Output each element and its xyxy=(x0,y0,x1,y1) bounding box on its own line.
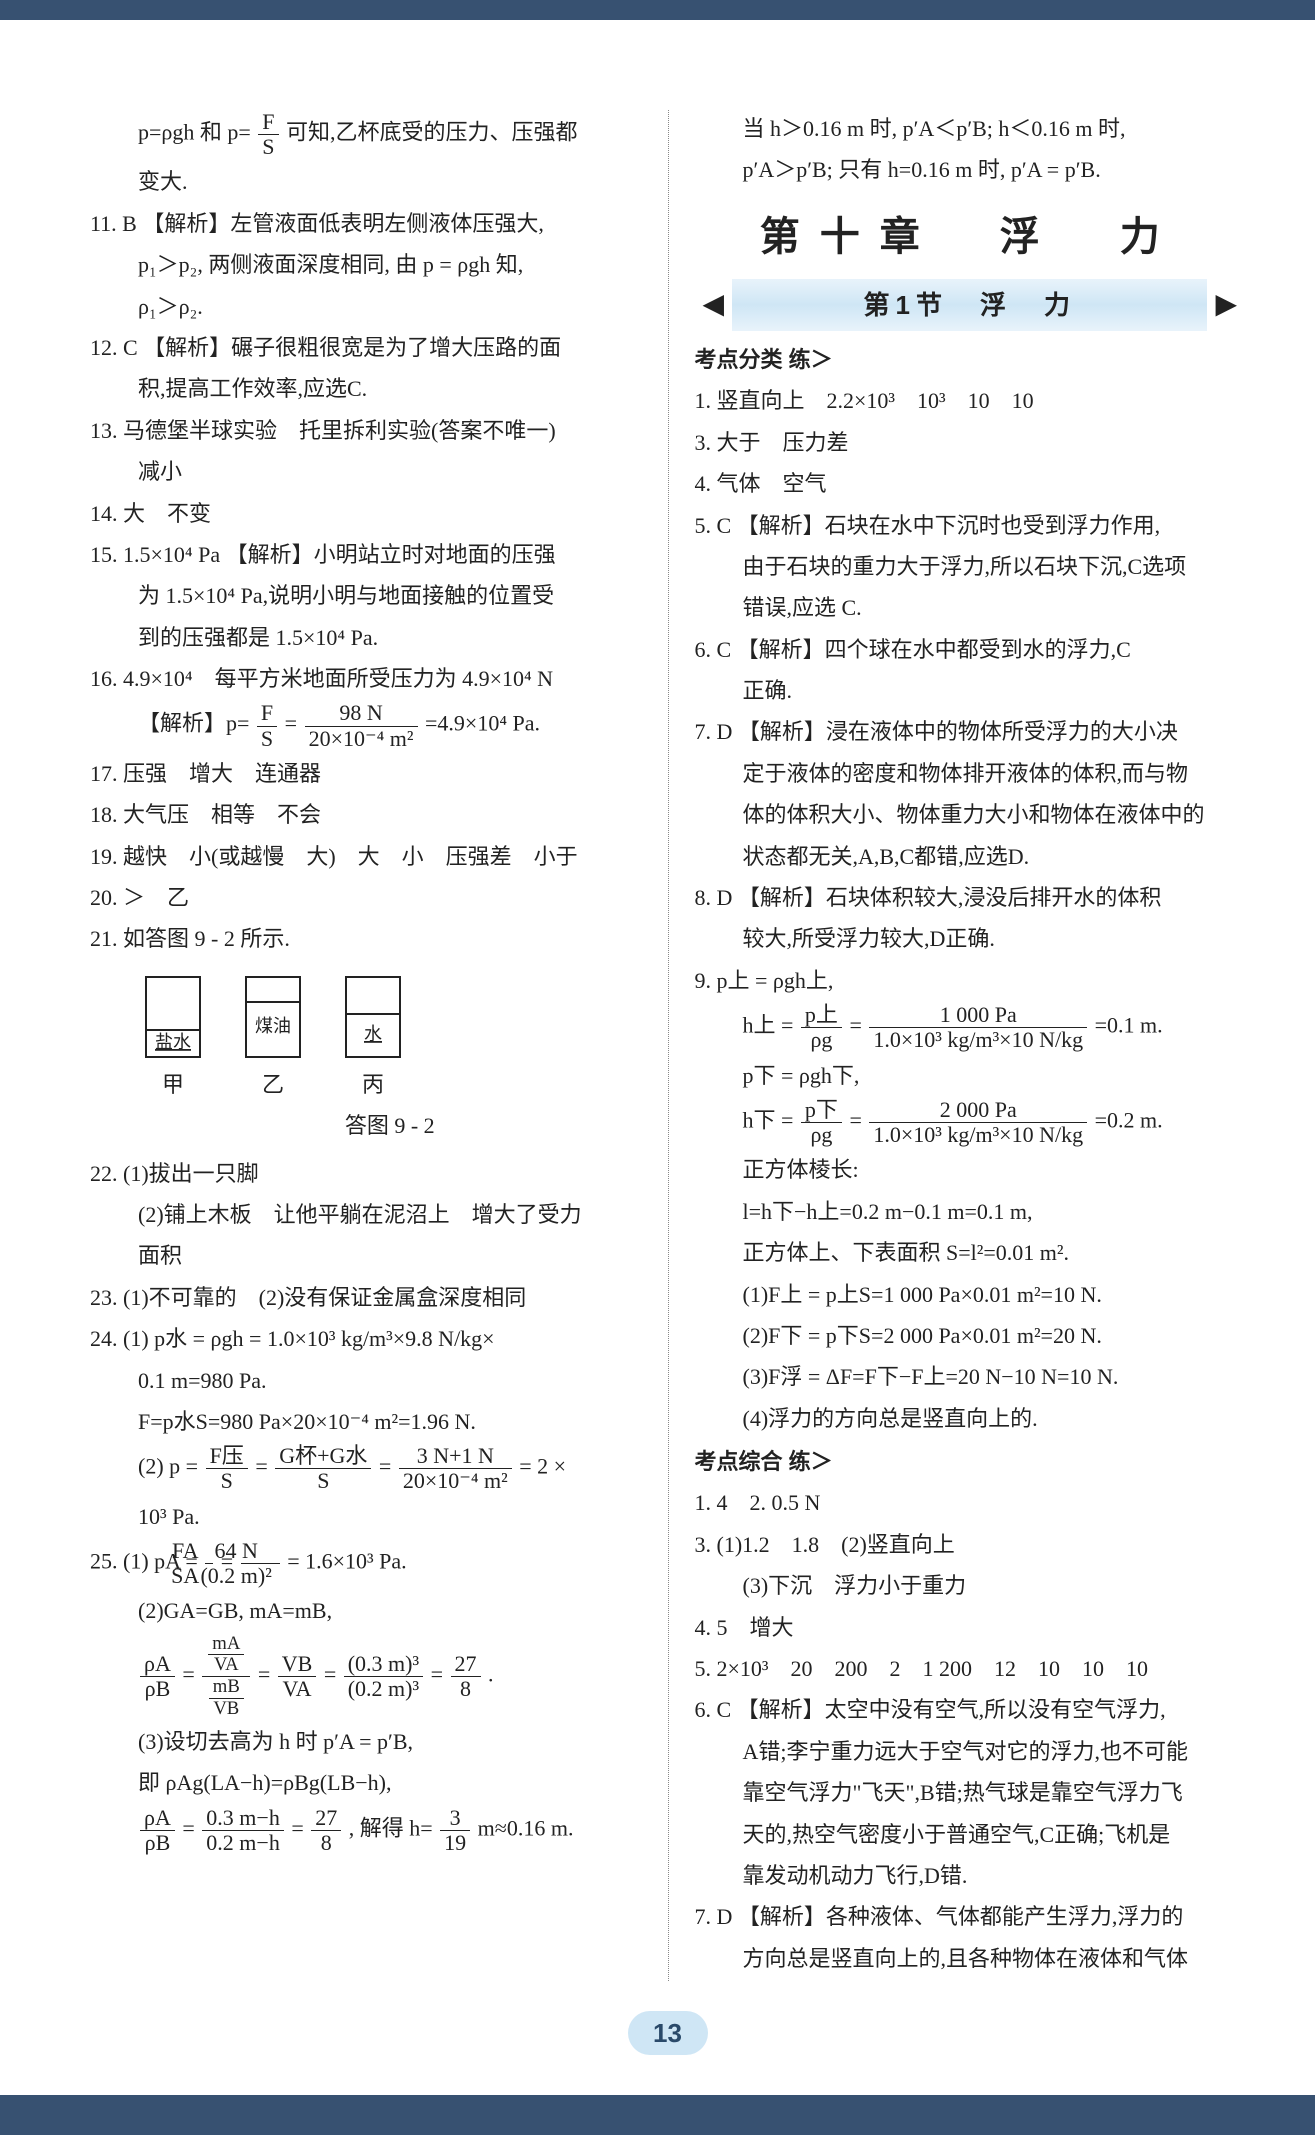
beaker-label: 水 xyxy=(364,1024,382,1044)
text-line: (3)下沉 浮力小于重力 xyxy=(695,1567,1246,1604)
text-line: 到的压强都是 1.5×10⁴ Pa. xyxy=(90,619,642,656)
text-line: p=ρgh 和 p= FS 可知,乙杯底受的压力、压强都 xyxy=(90,110,642,159)
text-line: 减小 xyxy=(90,453,642,490)
answer-item-c4: 4. 5 增大 xyxy=(695,1609,1246,1646)
text-line: (2)铺上木板 让他平躺在泥沼上 增大了受力 xyxy=(90,1196,642,1233)
answer-item-24: 24. (1) p水 = ρgh = 1.0×10³ kg/m³×9.8 N/k… xyxy=(90,1320,642,1357)
formula-line: ρAρB = mAVA mBVB = VBVA = (0.3 m)³(0.2 m… xyxy=(90,1634,642,1719)
text-line: 即 ρAg(LA−h)=ρBg(LB−h), xyxy=(90,1764,642,1801)
beaker-kerosene: 煤油 乙 xyxy=(238,972,308,1103)
triangle-left-icon: ◀ xyxy=(695,281,733,329)
formula-line: (2) p = F压S = G杯+G水S = 3 N+1 N20×10⁻⁴ m²… xyxy=(90,1444,642,1493)
text-line: 变大. xyxy=(90,163,642,200)
figure-caption: 答图 9 - 2 xyxy=(90,1107,642,1144)
answer-item-25: 25. (1) pA = FASA = 64 N(0.2 m)² = 1.6×1… xyxy=(90,1539,642,1588)
answer-item-7: 7. D 【解析】浸在液体中的物体所受浮力的大小决 xyxy=(695,713,1246,750)
answer-item-c6: 6. C 【解析】太空中没有空气,所以没有空气浮力, xyxy=(695,1691,1246,1728)
text-line: 正方体棱长: xyxy=(695,1151,1246,1188)
text-line: p₁＞p₂, 两侧液面深度相同, 由 p = ρgh 知, xyxy=(90,246,642,283)
answer-item-8: 8. D 【解析】石块体积较大,浸没后排开水的体积 xyxy=(695,879,1246,916)
answer-item-14: 14. 大 不变 xyxy=(90,495,642,532)
answer-item-3: 3. 大于 压力差 xyxy=(695,424,1246,461)
answer-item-c3: 3. (1)1.2 1.8 (2)竖直向上 xyxy=(695,1526,1246,1563)
text-line: 为 1.5×10⁴ Pa,说明小明与地面接触的位置受 xyxy=(90,577,642,614)
text-line: ρ₁＞ρ₂. xyxy=(90,288,642,325)
beaker-water: 水 丙 xyxy=(338,972,408,1103)
text-line: 方向总是竖直向上的,且各种物体在液体和气体 xyxy=(695,1940,1246,1977)
answer-item-4: 4. 气体 空气 xyxy=(695,465,1246,502)
answer-item-c7: 7. D 【解析】各种液体、气体都能产生浮力,浮力的 xyxy=(695,1898,1246,1935)
text-line: 靠发动机动力飞行,D错. xyxy=(695,1857,1246,1894)
left-column: p=ρgh 和 p= FS 可知,乙杯底受的压力、压强都 变大. 11. B 【… xyxy=(90,110,668,1981)
two-column-layout: p=ρgh 和 p= FS 可知,乙杯底受的压力、压强都 变大. 11. B 【… xyxy=(90,110,1245,1981)
text-line: 10³ Pa. xyxy=(90,1498,642,1535)
answer-item-11: 11. B 【解析】左管液面低表明左侧液体压强大, xyxy=(90,205,642,242)
text-line: (3)F浮 = ΔF=F下−F上=20 N−10 N=10 N. xyxy=(695,1358,1246,1395)
text-line: p′A＞p′B; 只有 h=0.16 m 时, p′A = p′B. xyxy=(695,151,1246,188)
section-title: 第1节 浮 力 xyxy=(732,279,1207,331)
page-number: 13 xyxy=(628,2011,708,2055)
text-line: A错;李宁重力远大于空气对它的浮力,也不可能 xyxy=(695,1733,1246,1770)
text-line: (4)浮力的方向总是竖直向上的. xyxy=(695,1400,1246,1437)
text-line: (2)GA=GB, mA=mB, xyxy=(90,1592,642,1629)
answer-item-15: 15. 1.5×10⁴ Pa 【解析】小明站立时对地面的压强 xyxy=(90,536,642,573)
text-line: 定于液体的密度和物体排开液体的体积,而与物 xyxy=(695,755,1246,792)
section-header: ◀ 第1节 浮 力 ▶ xyxy=(695,279,1246,331)
text-line: l=h下−h上=0.2 m−0.1 m=0.1 m, xyxy=(695,1193,1246,1230)
answer-item-22: 22. (1)拔出一只脚 xyxy=(90,1155,642,1192)
text-line: 积,提高工作效率,应选C. xyxy=(90,370,642,407)
answer-item-12: 12. C 【解析】碾子很粗很宽是为了增大压路的面 xyxy=(90,329,642,366)
chapter-title: 第十章 浮 力 xyxy=(695,203,1246,271)
triangle-right-icon: ▶ xyxy=(1207,281,1245,329)
answer-item-9: 9. p上 = ρgh上, xyxy=(695,962,1246,999)
text-line: 天的,热空气密度小于普通空气,C正确;飞机是 xyxy=(695,1816,1246,1853)
text-line: 较大,所受浮力较大,D正确. xyxy=(695,920,1246,957)
beaker-label: 盐水 xyxy=(155,1032,191,1052)
sub-heading: 考点分类 练＞ xyxy=(695,341,1246,378)
text-line: 正确. xyxy=(695,672,1246,709)
answer-item-1: 1. 竖直向上 2.2×10³ 10³ 10 10 xyxy=(695,382,1246,419)
answer-item-c5: 5. 2×10³ 20 200 2 1 200 12 10 10 10 xyxy=(695,1650,1246,1687)
text-line: (2)F下 = p下S=2 000 Pa×0.01 m²=20 N. xyxy=(695,1317,1246,1354)
page: p=ρgh 和 p= FS 可知,乙杯底受的压力、压强都 变大. 11. B 【… xyxy=(0,20,1315,2095)
answer-item-13: 13. 马德堡半球实验 托里拆利实验(答案不唯一) xyxy=(90,412,642,449)
answer-item-18: 18. 大气压 相等 不会 xyxy=(90,796,642,833)
answer-item-17: 17. 压强 增大 连通器 xyxy=(90,755,642,792)
formula-line: 【解析】p= FS = 98 N20×10⁻⁴ m² =4.9×10⁴ Pa. xyxy=(90,701,642,750)
answer-item-23: 23. (1)不可靠的 (2)没有保证金属盒深度相同 xyxy=(90,1279,642,1316)
right-column: 当 h＞0.16 m 时, p′A＜p′B; h＜0.16 m 时, p′A＞p… xyxy=(668,110,1246,1981)
answer-item-16: 16. 4.9×10⁴ 每平方米地面所受压力为 4.9×10⁴ N xyxy=(90,660,642,697)
text-line: 由于石块的重力大于浮力,所以石块下沉,C选项 xyxy=(695,548,1246,585)
formula-line: h下 = p下ρg = 2 000 Pa1.0×10³ kg/m³×10 N/k… xyxy=(695,1098,1246,1147)
text-line: 面积 xyxy=(90,1237,642,1274)
text-line: F=p水S=980 Pa×20×10⁻⁴ m²=1.96 N. xyxy=(90,1403,642,1440)
text-line: (1)F上 = p上S=1 000 Pa×0.01 m²=10 N. xyxy=(695,1276,1246,1313)
text-line: 错误,应选 C. xyxy=(695,589,1246,626)
answer-item-19: 19. 越快 小(或越慢 大) 大 小 压强差 小于 xyxy=(90,838,642,875)
text-line: 体的体积大小、物体重力大小和物体在液体中的 xyxy=(695,796,1246,833)
answer-item-6: 6. C 【解析】四个球在水中都受到水的浮力,C xyxy=(695,631,1246,668)
answer-item-21: 21. 如答图 9 - 2 所示. xyxy=(90,920,642,957)
answer-item-20: 20. ＞ 乙 xyxy=(90,879,642,916)
beaker-salt-water: 盐水 甲 xyxy=(138,972,208,1103)
beaker-label: 煤油 xyxy=(255,1016,291,1036)
text-line: 当 h＞0.16 m 时, p′A＜p′B; h＜0.16 m 时, xyxy=(695,110,1246,147)
formula-line: h上 = p上ρg = 1 000 Pa1.0×10³ kg/m³×10 N/k… xyxy=(695,1003,1246,1052)
text-line: 0.1 m=980 Pa. xyxy=(90,1362,642,1399)
text-line: 靠空气浮力"飞天",B错;热气球是靠空气浮力飞 xyxy=(695,1774,1246,1811)
text-line: 正方体上、下表面积 S=l²=0.01 m². xyxy=(695,1234,1246,1271)
answer-item-c1: 1. 4 2. 0.5 N xyxy=(695,1484,1246,1521)
sub-heading: 考点综合 练＞ xyxy=(695,1443,1246,1480)
text-line: (3)设切去高为 h 时 p′A = p′B, xyxy=(90,1723,642,1760)
formula-line: ρAρB = 0.3 m−h0.2 m−h = 278 , 解得 h= 319 … xyxy=(90,1806,642,1855)
text-line: 状态都无关,A,B,C都错,应选D. xyxy=(695,838,1246,875)
text-line: p下 = ρgh下, xyxy=(695,1057,1246,1094)
answer-item-5: 5. C 【解析】石块在水中下沉时也受到浮力作用, xyxy=(695,507,1246,544)
beaker-figure: 盐水 甲 煤油 乙 水 丙 xyxy=(138,972,642,1103)
